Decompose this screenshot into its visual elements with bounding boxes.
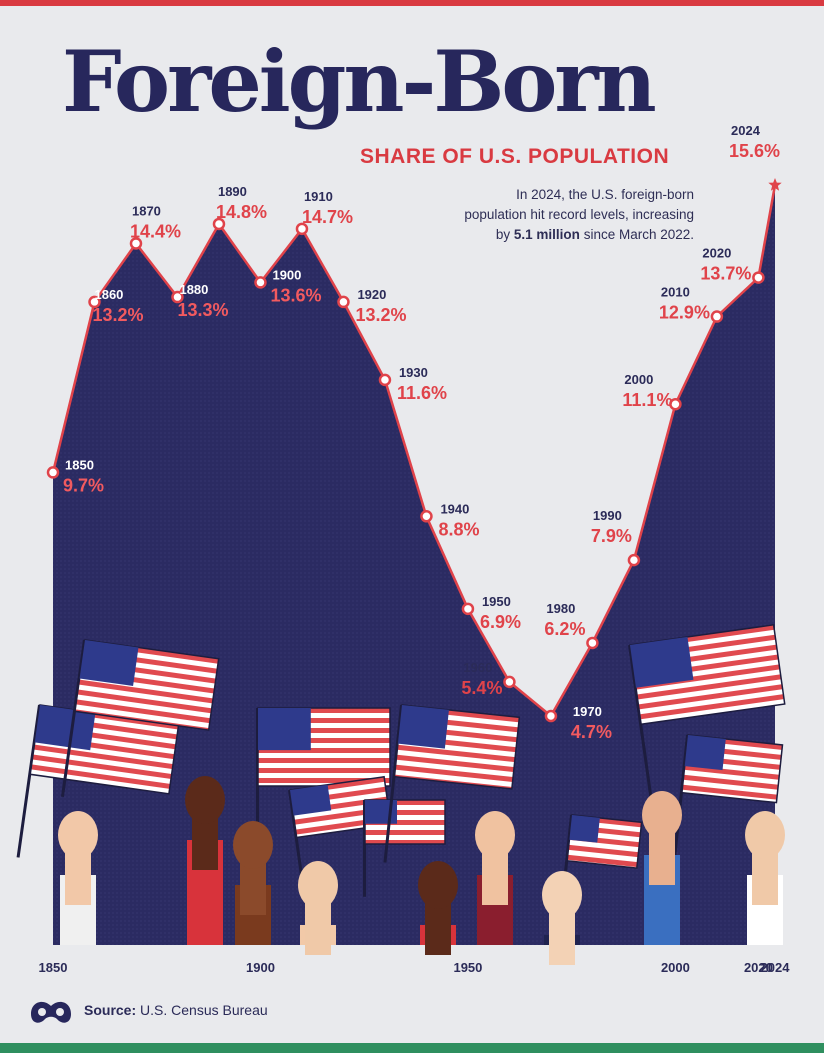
source-note: Source: U.S. Census Bureau <box>84 1002 268 1018</box>
value-label: 9.7% <box>63 475 104 495</box>
note-line-2: population hit record levels, increasing <box>464 207 694 222</box>
value-label: 13.3% <box>177 300 228 320</box>
x-tick-label: 1900 <box>246 960 275 975</box>
raised-arm <box>298 861 338 955</box>
data-point <box>710 310 724 323</box>
year-label: 1980 <box>546 601 575 616</box>
source-label: Source: <box>84 1002 137 1018</box>
x-tick-label: 1850 <box>39 960 68 975</box>
value-label: 13.2% <box>92 305 143 325</box>
note-line-1: In 2024, the U.S. foreign-born <box>516 187 694 202</box>
note-line-3-suffix: since March 2022. <box>579 227 694 242</box>
us-flag-icon <box>628 623 786 820</box>
year-label: 1970 <box>573 704 602 719</box>
top-accent-bar <box>0 0 824 6</box>
x-tick-label: 2020 <box>744 960 773 975</box>
page-title: Foreign-Born <box>62 32 657 131</box>
data-point <box>669 397 682 411</box>
us-flag-icon <box>60 639 220 797</box>
year-label: 1920 <box>357 287 386 302</box>
value-label: 13.7% <box>700 264 751 284</box>
year-label: 1860 <box>94 287 123 302</box>
year-label: 1870 <box>132 203 161 218</box>
raised-arm <box>185 776 225 945</box>
annotation-note: In 2024, the U.S. foreign-born populatio… <box>374 185 694 245</box>
data-point <box>46 466 60 479</box>
data-point <box>420 510 433 523</box>
year-label: 1880 <box>179 282 208 297</box>
value-label: 5.4% <box>461 678 502 698</box>
x-tick-label: 1950 <box>453 960 482 975</box>
value-label: 11.6% <box>397 383 447 403</box>
year-label: 1900 <box>272 267 301 282</box>
data-point <box>627 553 641 567</box>
year-label: 2024 <box>731 123 761 138</box>
note-line-3-prefix: by <box>495 227 514 242</box>
year-label: 2010 <box>661 285 690 300</box>
raised-arm <box>58 811 98 945</box>
value-label: 12.9% <box>659 303 710 323</box>
data-point <box>586 636 599 650</box>
value-label: 6.9% <box>480 612 521 632</box>
value-label: 7.9% <box>591 526 632 546</box>
value-label: 14.4% <box>130 221 181 241</box>
raised-arm <box>642 791 682 945</box>
data-point <box>337 295 350 309</box>
raised-arm <box>745 811 785 945</box>
data-point <box>544 709 558 723</box>
value-label: 4.7% <box>571 722 612 742</box>
year-label: 1850 <box>65 457 94 472</box>
data-point <box>212 217 226 231</box>
note-line-3: by 5.1 million since March 2022. <box>374 225 694 245</box>
page-subtitle: SHARE OF U.S. POPULATION <box>360 145 670 168</box>
data-point <box>378 373 392 387</box>
year-label: 1950 <box>482 594 511 609</box>
value-label: 14.7% <box>302 207 353 227</box>
value-label: 14.8% <box>216 202 267 222</box>
raised-arm <box>475 811 515 945</box>
data-point <box>503 675 516 689</box>
x-tick-label: 2000 <box>661 960 690 975</box>
raised-arm <box>542 871 582 965</box>
star-icon <box>768 178 782 191</box>
value-label: 8.8% <box>438 519 479 539</box>
data-point <box>129 237 143 250</box>
data-point <box>752 271 765 284</box>
value-label: 15.6% <box>729 141 780 161</box>
area-fill <box>53 185 775 945</box>
data-point <box>88 295 101 309</box>
year-label: 1940 <box>440 501 469 516</box>
year-label: 2000 <box>624 372 653 387</box>
year-label: 1890 <box>218 184 247 199</box>
note-highlight: 5.1 million <box>513 227 580 242</box>
source-text: U.S. Census Bureau <box>140 1002 268 1018</box>
data-point <box>295 222 309 236</box>
flags-illustration <box>16 623 786 965</box>
year-label: 1960 <box>463 660 492 675</box>
value-label: 6.2% <box>544 619 585 639</box>
value-label: 13.6% <box>270 285 321 305</box>
year-label: 1990 <box>593 508 622 523</box>
year-label: 2020 <box>702 246 731 261</box>
year-label: 1930 <box>399 365 428 380</box>
data-point <box>461 602 475 616</box>
year-label: 1910 <box>304 189 333 204</box>
x-tick-label: 2024 <box>761 960 791 975</box>
data-point <box>171 290 184 304</box>
value-label: 11.1% <box>622 390 672 410</box>
value-label: 13.2% <box>355 305 406 325</box>
raised-arm <box>418 861 458 955</box>
bottom-bar <box>0 1043 824 1053</box>
visual-capitalist-logo-icon <box>31 1001 71 1023</box>
raised-arm <box>233 821 273 945</box>
us-flag-icon <box>383 704 521 863</box>
data-point <box>254 276 267 289</box>
